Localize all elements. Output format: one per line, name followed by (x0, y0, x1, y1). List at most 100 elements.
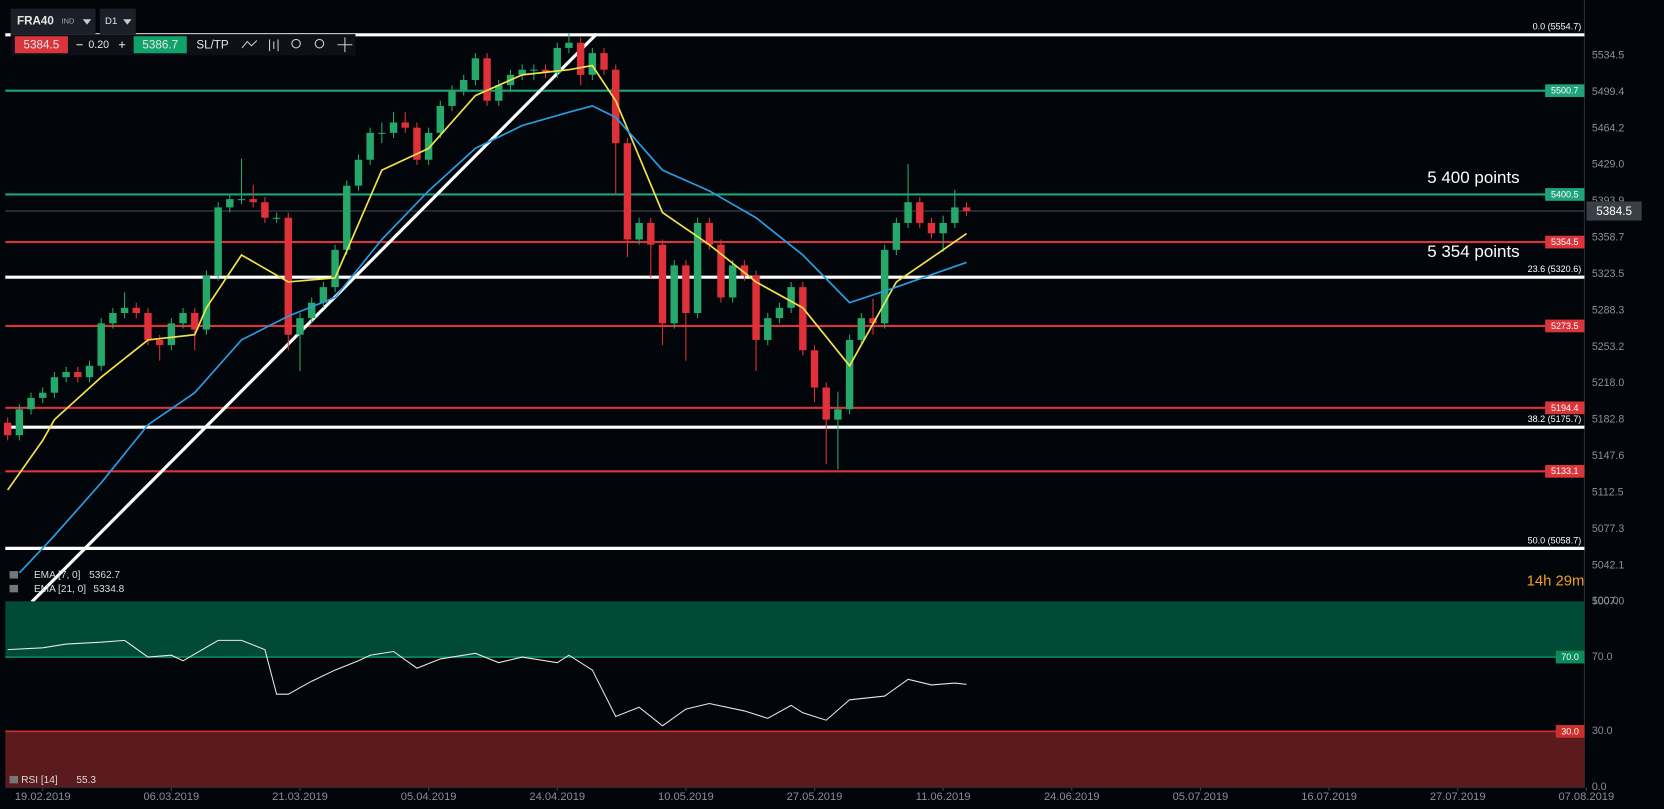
plot: 5534.55499.45464.25429.05393.95358.75323… (3, 22, 1642, 803)
candle-body (518, 69, 526, 75)
ema-line (18, 105, 967, 574)
countdown: 14h 29m (1527, 574, 1585, 590)
y-tick-label: 0.0 (1592, 781, 1607, 793)
candle-body (612, 69, 620, 144)
candle-body (27, 397, 35, 410)
buy-button[interactable] (133, 36, 187, 54)
candle-body (366, 132, 374, 160)
candle-body (39, 392, 47, 398)
plus-icon[interactable] (118, 41, 126, 48)
x-tick-label: 16.07.2019 (1301, 791, 1357, 803)
y-tick-label: 70.0 (1592, 651, 1613, 663)
x-tick-label: 11.06.2019 (916, 791, 971, 803)
spread: 0.20 (88, 39, 109, 51)
candle-body (401, 122, 409, 128)
legend-icon (9, 584, 19, 593)
candle-body (307, 302, 316, 319)
candle-body (705, 222, 713, 245)
candle-body (214, 207, 222, 276)
candle-body (343, 185, 351, 250)
candle-body (822, 387, 830, 420)
candle-body (635, 222, 643, 240)
candle-body (436, 105, 445, 133)
candle-body (880, 249, 889, 324)
y-tick-label: 30.0 (1592, 725, 1613, 737)
y-tick-label: 5429.0 (1592, 159, 1625, 171)
y-tick-label: 5464.2 (1592, 122, 1625, 134)
y-tick-label: 5218.0 (1592, 377, 1625, 389)
x-tick-label: 24.06.2019 (1044, 791, 1100, 803)
bid: 5384.5 (24, 38, 60, 51)
level-tag-label: 5354.5 (1551, 237, 1579, 247)
dropdown-icon (82, 19, 92, 25)
candle-body (167, 323, 176, 346)
candle-body (191, 313, 199, 330)
legend-icon (9, 775, 19, 784)
sltp[interactable]: SL/TP (196, 38, 229, 51)
candle-body (237, 199, 246, 201)
candle-body (962, 207, 971, 212)
candle-body (892, 222, 901, 250)
candle-body (764, 318, 772, 340)
rsi-level-tag (1555, 650, 1585, 664)
y-tick-label: 5288.3 (1592, 304, 1625, 316)
candle-body (682, 265, 690, 314)
x-tick-label: 05.07.2019 (1173, 791, 1229, 803)
level-tag-label: 5500.7 (1551, 86, 1579, 96)
candle-body (565, 42, 573, 48)
candle-body (120, 307, 129, 314)
legend-value: 55.3 (76, 775, 96, 786)
level-tag-label: 5133.1 (1551, 466, 1579, 476)
candle-body (109, 313, 117, 324)
line-tool-icon[interactable] (241, 40, 258, 49)
candle-body (916, 202, 924, 223)
last-price-tag (1586, 201, 1642, 221)
zoom-in-icon[interactable] (314, 38, 325, 49)
y-tick-label: 100.0 (1592, 595, 1619, 607)
y-tick-label: 5077.3 (1592, 523, 1625, 535)
candle-body (15, 409, 24, 436)
y-tick-label: 5358.7 (1592, 232, 1625, 244)
candle-body (530, 69, 538, 71)
level-tag (1545, 84, 1585, 98)
candle-body (647, 222, 655, 245)
x-tick-label: 24.04.2019 (529, 791, 585, 803)
sell-button[interactable] (14, 36, 68, 54)
candle-body (155, 339, 164, 346)
indicator-icon[interactable] (269, 39, 279, 52)
y-tick-label: 5007.0 (1592, 596, 1625, 608)
fib-label: 23.6 (5320.6) (1528, 264, 1582, 274)
candle-body (471, 58, 480, 81)
zoom-out-icon[interactable] (291, 38, 301, 49)
candle-body (97, 323, 105, 366)
legend-name: EMA [21, 0] (34, 584, 86, 595)
last-price-label: 5384.5 (1596, 205, 1632, 218)
candle-body (927, 222, 936, 234)
x-tick-label: 19.02.2019 (15, 791, 71, 803)
candle-body (132, 307, 140, 314)
rsi-band (5, 731, 1585, 788)
candle-body (483, 58, 491, 101)
candle-body (296, 318, 304, 335)
annotation: 5 354 points (1427, 242, 1519, 261)
x-tick-label: 27.07.2019 (1430, 791, 1486, 803)
candle-body (331, 249, 339, 288)
y-tick-label: 5042.1 (1592, 559, 1625, 571)
candle-body (541, 69, 550, 73)
symbol-box[interactable] (10, 8, 96, 35)
level-tag (1545, 188, 1585, 201)
rsi-level-tag-label: 30.0 (1561, 726, 1579, 736)
candle-body (717, 244, 725, 298)
legend-icon (9, 571, 19, 579)
level-tag-label: 5273.5 (1551, 321, 1579, 331)
candle-body (261, 202, 269, 218)
candle-body (144, 313, 152, 340)
annotation: 5 400 points (1427, 168, 1519, 187)
crosshair-icon[interactable] (337, 37, 353, 53)
candle-body (50, 377, 59, 393)
candle-body (249, 199, 257, 203)
level-tag (1545, 319, 1585, 333)
candle-body (319, 287, 328, 303)
